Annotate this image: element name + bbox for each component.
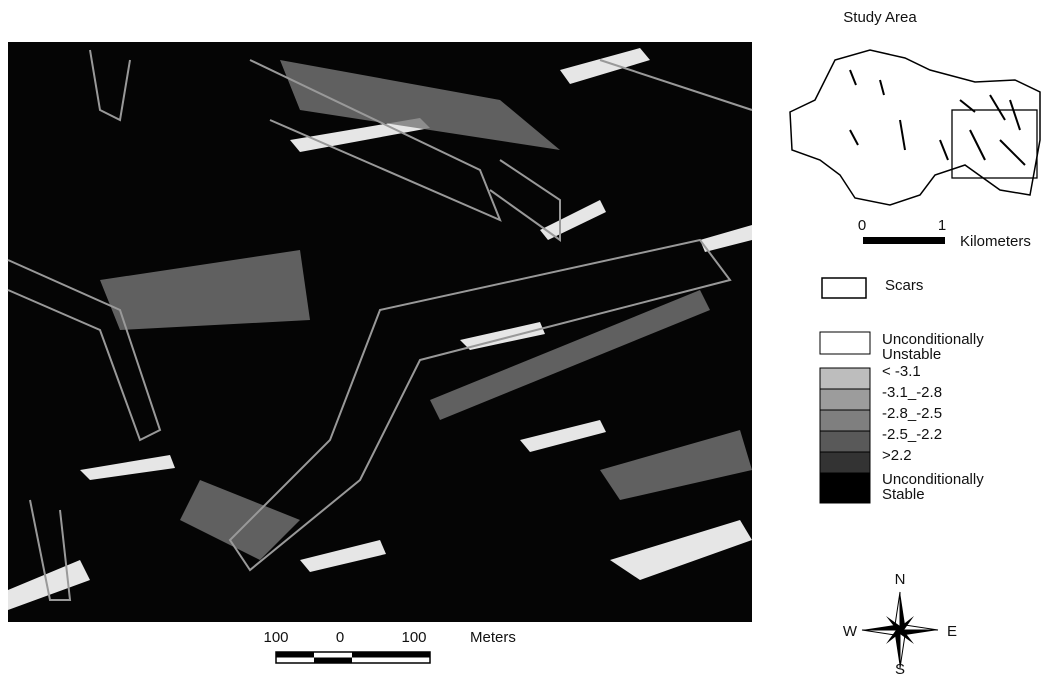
legend-label: Unconditionally Unstable [882,332,1022,362]
legend-swatch [820,368,870,389]
scale-label: 100 [401,629,426,646]
legend [820,332,870,503]
compass-label: W [843,623,858,640]
legend-swatch [820,473,870,503]
compass-label: E [947,623,957,640]
page: 100 0 100 Meters Study Area 0 1 Kilomete… [0,0,1057,677]
scale-label: 100 [263,629,288,646]
legend-label: -3.1_-2.8 [882,385,1022,400]
map [8,42,752,622]
legend-swatch [820,431,870,452]
scale-label: 0 [336,629,344,646]
scale-bar [276,652,430,663]
inset-scale-label: 1 [938,217,946,234]
legend-label: -2.5_-2.2 [882,427,1022,442]
inset-scale-label: 0 [858,217,866,234]
inset-map [790,50,1040,205]
compass-label: S [895,661,905,677]
legend-swatch [820,410,870,431]
legend-swatch [820,332,870,354]
legend-swatch [820,452,870,473]
scars-swatch [822,278,866,298]
inset-scale-bar [863,237,945,244]
compass-label: N [895,571,906,588]
legend-label: >2.2 [882,448,1022,463]
scale-unit: Meters [470,629,516,646]
inset-scale-unit: Kilometers [960,233,1031,250]
legend-label: -2.8_-2.5 [882,406,1022,421]
inset-title: Study Area [843,9,917,26]
legend-swatch [820,389,870,410]
compass [862,592,938,668]
legend-label: Scars [885,277,923,294]
legend-label: < -3.1 [882,364,1022,379]
legend-label: Unconditionally Stable [882,472,1022,502]
